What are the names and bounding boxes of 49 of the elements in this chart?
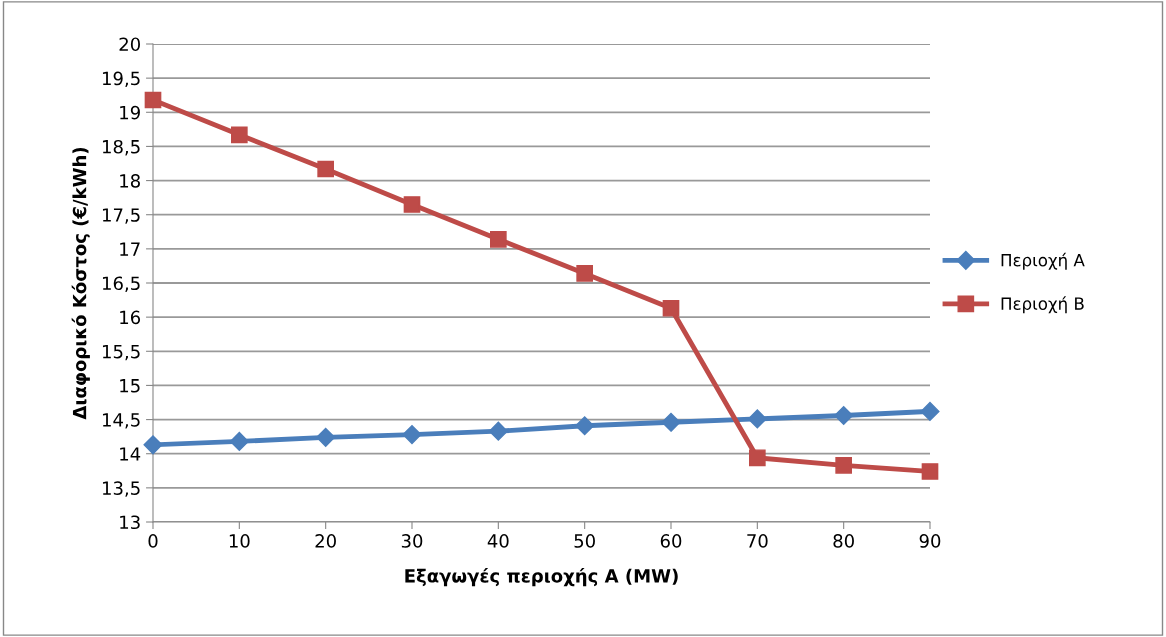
- point: [143, 435, 163, 455]
- y-tick-label: 14: [120, 447, 141, 461]
- point: [317, 160, 335, 178]
- x-tick-label: 90: [919, 534, 941, 548]
- point: [747, 409, 767, 429]
- point: [662, 299, 680, 317]
- point: [921, 463, 939, 480]
- x-tick-label: 50: [574, 534, 595, 548]
- point: [835, 456, 853, 474]
- x-tick-label: 60: [660, 534, 682, 548]
- point: [576, 265, 594, 282]
- point: [230, 126, 248, 144]
- x-tick-label: 0: [148, 534, 158, 548]
- x-axis-title: Εξαγωγές περιοχής Α (MW): [405, 567, 678, 587]
- point: [920, 401, 940, 421]
- legend-label: Περιοχή Β: [1001, 296, 1084, 314]
- y-tick-label: 13,5: [102, 481, 140, 497]
- y-tick-label: 17: [120, 242, 140, 256]
- point: [402, 425, 422, 445]
- y-tick-label: 14,5: [102, 413, 140, 429]
- x-tick-label: 70: [747, 534, 768, 548]
- y-tick-label: 15: [120, 379, 140, 393]
- x-tick-label: 30: [401, 534, 423, 548]
- point: [144, 91, 162, 109]
- y-tick-label: 20: [119, 37, 140, 52]
- y-tick-label: 18,5: [102, 139, 140, 156]
- legend-label: Περιοχή Α: [1001, 252, 1085, 270]
- point: [575, 416, 595, 436]
- point: [229, 431, 249, 451]
- y-tick-label: 16,5: [102, 276, 140, 292]
- point: [488, 421, 508, 441]
- point: [748, 449, 766, 467]
- x-tick-label: 20: [315, 534, 336, 548]
- point: [834, 405, 854, 426]
- x-tick-label: 10: [229, 534, 250, 548]
- y-tick-label: 17,5: [102, 208, 140, 224]
- x-tick-label: 80: [833, 534, 854, 548]
- y-tick-label: 19,5: [102, 71, 140, 88]
- point: [403, 196, 421, 213]
- y-axis-title: Διαφορικό Κόστος (€/kWh): [71, 147, 90, 420]
- y-tick-label: 16: [120, 310, 141, 325]
- y-tick-label: 15,5: [102, 344, 140, 361]
- point: [489, 230, 507, 248]
- point: [661, 412, 681, 432]
- y-tick-label: 18: [120, 174, 140, 188]
- point: [316, 427, 336, 447]
- y-tick-label: 19: [120, 105, 140, 120]
- y-tick-label: 13: [120, 515, 140, 530]
- x-tick-label: 40: [487, 534, 509, 548]
